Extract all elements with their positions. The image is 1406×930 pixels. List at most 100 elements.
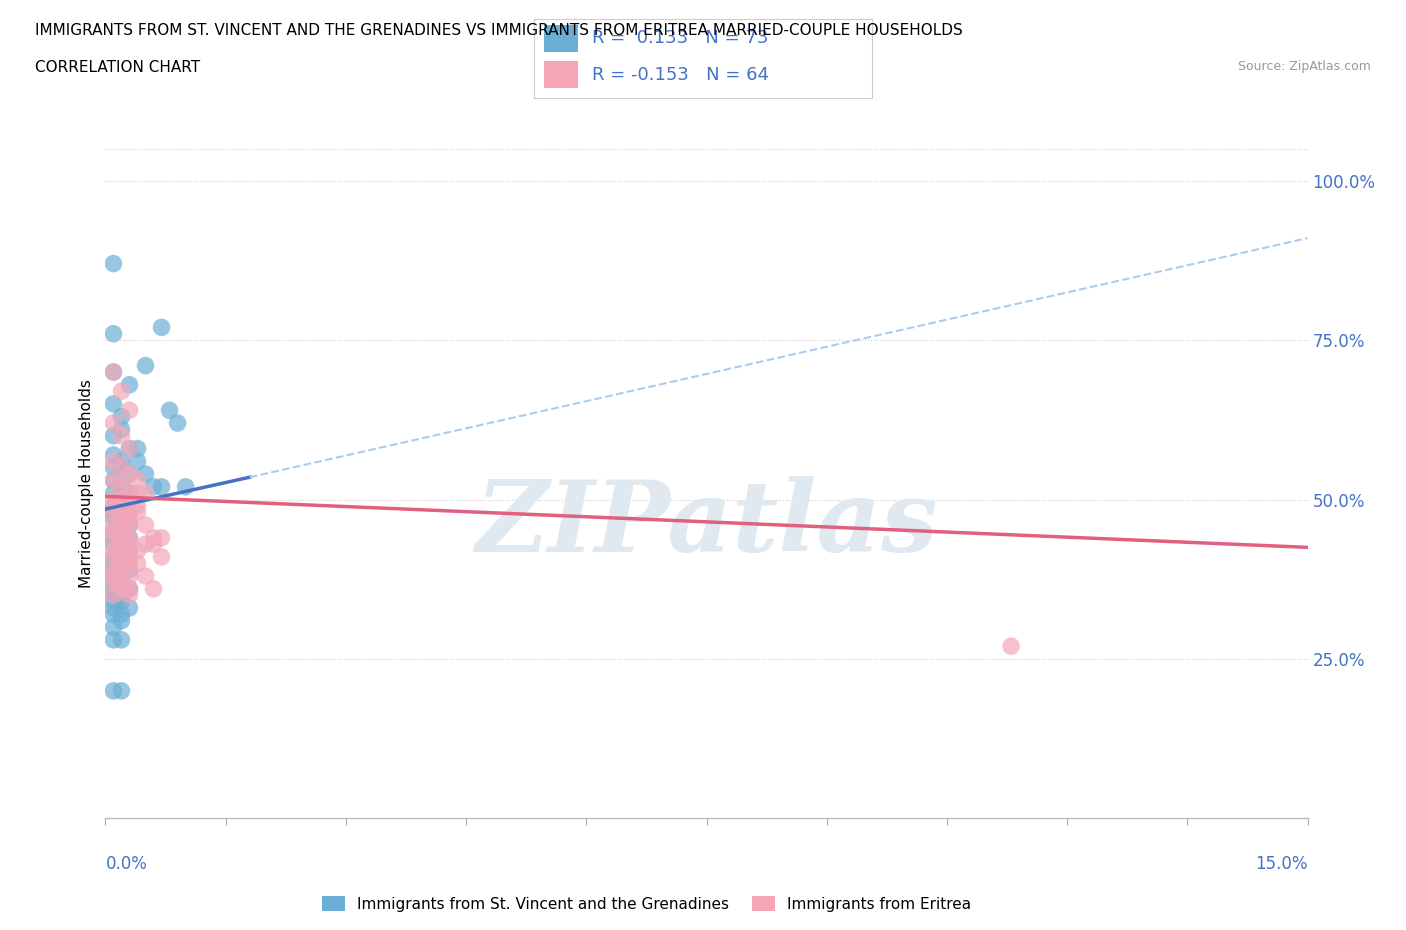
Point (110, 524, 132, 538)
Point (103, 429, 125, 444)
Point (118, 467, 141, 482)
Point (110, 460, 132, 475)
Point (110, 613, 132, 628)
Point (118, 505, 141, 520)
Point (118, 550, 141, 565)
Point (110, 429, 132, 444)
Point (103, 568, 125, 583)
Point (118, 467, 141, 482)
Point (110, 581, 132, 596)
Point (127, 498, 149, 513)
Point (103, 607, 125, 622)
Point (127, 505, 149, 520)
Point (103, 512, 125, 526)
Point (135, 485, 157, 500)
Point (103, 556, 125, 571)
Point (110, 492, 132, 507)
Point (103, 492, 125, 507)
Point (103, 563, 125, 578)
Point (142, 581, 165, 596)
Point (103, 594, 125, 609)
Point (127, 543, 149, 558)
Y-axis label: Married-couple Households: Married-couple Households (79, 379, 94, 588)
Point (103, 365, 125, 379)
Point (110, 575, 132, 590)
Point (110, 518, 132, 533)
Text: Source: ZipAtlas.com: Source: ZipAtlas.com (1237, 60, 1371, 73)
Point (127, 441, 149, 456)
Point (118, 518, 141, 533)
Point (103, 485, 125, 500)
Bar (544, 25, 578, 52)
Point (142, 530, 165, 545)
Text: 0.0%: 0.0% (105, 856, 148, 873)
Point (110, 537, 132, 551)
Point (150, 530, 173, 545)
Point (110, 607, 132, 622)
Point (142, 479, 165, 494)
Point (103, 498, 125, 513)
Point (103, 575, 125, 590)
Point (103, 581, 125, 596)
Point (118, 518, 141, 533)
Point (110, 556, 132, 571)
Point (110, 492, 132, 507)
Point (103, 396, 125, 411)
Point (118, 581, 141, 596)
Point (110, 460, 132, 475)
Point (110, 588, 132, 603)
Point (110, 512, 132, 526)
Point (118, 485, 141, 500)
Point (103, 619, 125, 634)
Point (118, 485, 141, 500)
Point (103, 256, 125, 271)
Point (103, 498, 125, 513)
Legend: Immigrants from St. Vincent and the Grenadines, Immigrants from Eritrea: Immigrants from St. Vincent and the Gren… (316, 889, 977, 918)
Point (127, 473, 149, 488)
Point (103, 537, 125, 551)
Point (150, 320, 173, 335)
Point (118, 601, 141, 616)
Point (103, 588, 125, 603)
Point (103, 601, 125, 616)
Point (110, 498, 132, 513)
Point (174, 479, 197, 494)
Point (103, 454, 125, 469)
Point (118, 441, 141, 456)
Point (118, 530, 141, 545)
Point (110, 512, 132, 526)
Point (103, 632, 125, 647)
Point (103, 505, 125, 520)
Point (127, 485, 149, 500)
Bar (544, 61, 578, 88)
Point (118, 563, 141, 578)
Point (103, 505, 125, 520)
Point (103, 460, 125, 475)
Point (103, 524, 125, 538)
Text: R =  0.133   N = 73: R = 0.133 N = 73 (592, 30, 768, 47)
Point (118, 568, 141, 583)
Point (110, 632, 132, 647)
Text: ZIPatlas: ZIPatlas (475, 475, 938, 572)
Point (103, 447, 125, 462)
Point (159, 403, 181, 418)
Point (110, 543, 132, 558)
Point (110, 454, 132, 469)
Point (118, 441, 141, 456)
Point (110, 594, 132, 609)
Point (118, 537, 141, 551)
Point (127, 454, 149, 469)
Point (103, 518, 125, 533)
Point (110, 575, 132, 590)
Point (103, 530, 125, 545)
Point (103, 530, 125, 545)
Point (118, 512, 141, 526)
Point (103, 473, 125, 488)
Point (103, 524, 125, 538)
Point (150, 479, 173, 494)
Text: R = -0.153   N = 64: R = -0.153 N = 64 (592, 66, 769, 84)
Point (103, 563, 125, 578)
Point (118, 588, 141, 603)
Point (110, 384, 132, 399)
Point (110, 556, 132, 571)
